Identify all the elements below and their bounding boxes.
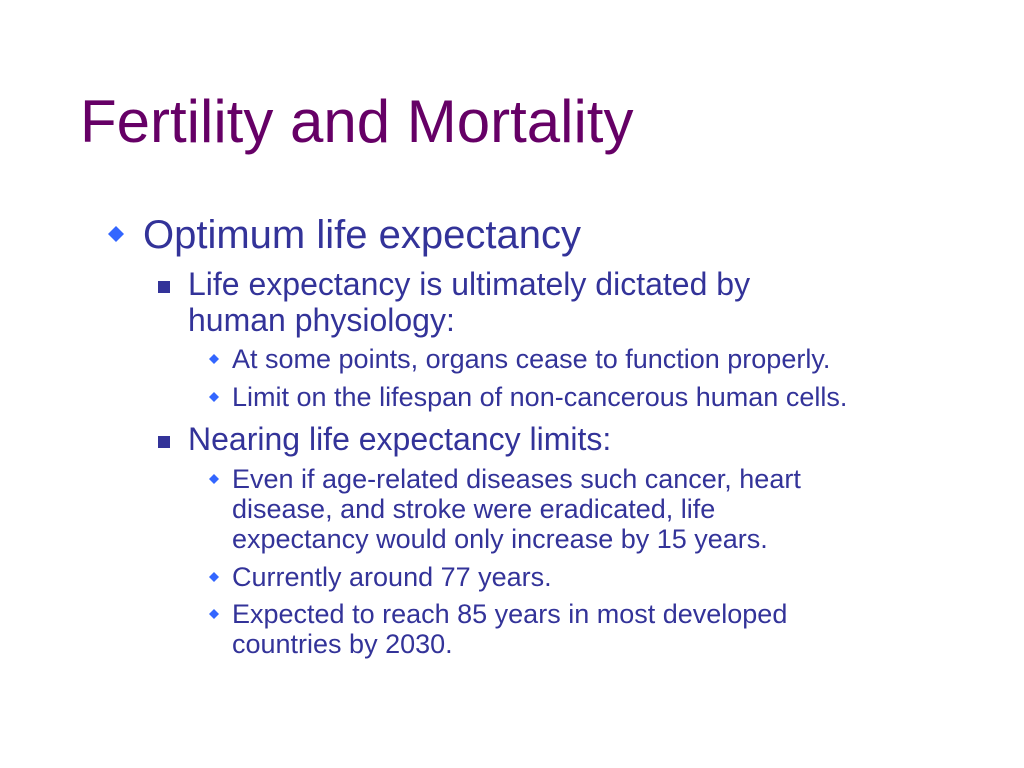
bullet-line: Even if age-related diseases such cancer… (232, 464, 801, 494)
bullet-organs-cease: At some points, organs cease to function… (232, 344, 831, 374)
diamond-bullet-icon (208, 608, 220, 620)
bullet-expected-85: Expected to reach 85 years in most devel… (232, 599, 952, 659)
slide-title: Fertility and Mortality (80, 88, 634, 155)
diamond-bullet-icon (208, 571, 220, 583)
bullet-line: Life expectancy is ultimately dictated b… (188, 266, 751, 302)
diamond-bullet-icon (208, 473, 220, 485)
bullet-currently-77: Currently around 77 years. (232, 562, 552, 592)
bullet-life-expectancy-dictated: Life expectancy is ultimately dictated b… (188, 266, 908, 338)
bullet-line: expectancy would only increase by 15 yea… (232, 524, 768, 554)
bullet-diseases-eradicated: Even if age-related diseases such cancer… (232, 464, 952, 554)
diamond-bullet-icon (107, 225, 125, 243)
bullet-nearing-limits: Nearing life expectancy limits: (188, 421, 612, 457)
diamond-bullet-icon (208, 391, 220, 403)
diamond-bullet-icon (208, 353, 220, 365)
bullet-line: disease, and stroke were eradicated, lif… (232, 494, 716, 524)
bullet-lifespan-limit: Limit on the lifespan of non-cancerous h… (232, 382, 848, 412)
square-bullet-icon (158, 436, 170, 448)
bullet-line: countries by 2030. (232, 629, 453, 659)
bullet-line: Expected to reach 85 years in most devel… (232, 599, 788, 629)
bullet-line: human physiology: (188, 302, 455, 338)
square-bullet-icon (158, 281, 170, 293)
bullet-optimum-life-expectancy: Optimum life expectancy (143, 213, 581, 257)
